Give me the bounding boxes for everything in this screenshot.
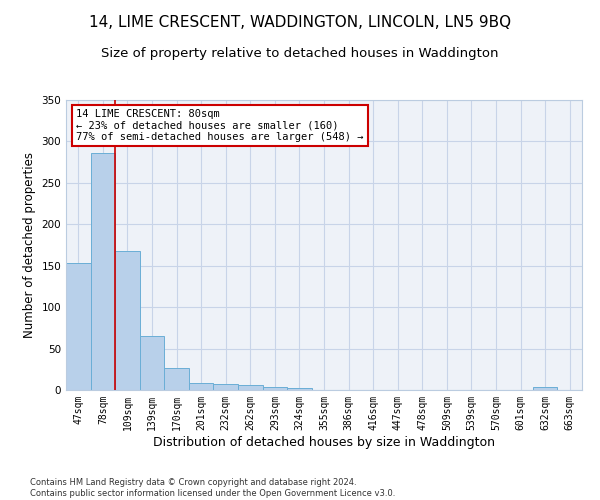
Bar (287, 388, 312, 390)
Text: Size of property relative to detached houses in Waddington: Size of property relative to detached ho… (101, 48, 499, 60)
Text: 14, LIME CRESCENT, WADDINGTON, LINCOLN, LN5 9BQ: 14, LIME CRESCENT, WADDINGTON, LINCOLN, … (89, 15, 511, 30)
Text: 14 LIME CRESCENT: 80sqm
← 23% of detached houses are smaller (160)
77% of semi-d: 14 LIME CRESCENT: 80sqm ← 23% of detache… (76, 108, 364, 142)
Y-axis label: Number of detached properties: Number of detached properties (23, 152, 36, 338)
Bar (164, 368, 189, 390)
X-axis label: Distribution of detached houses by size in Waddington: Distribution of detached houses by size … (153, 436, 495, 448)
Bar (238, 385, 263, 390)
Bar (533, 386, 557, 390)
Bar (140, 336, 164, 390)
Bar (91, 153, 115, 390)
Bar (214, 384, 238, 390)
Bar (66, 263, 91, 390)
Bar (189, 382, 214, 390)
Bar (115, 251, 140, 390)
Bar (263, 386, 287, 390)
Text: Contains HM Land Registry data © Crown copyright and database right 2024.
Contai: Contains HM Land Registry data © Crown c… (30, 478, 395, 498)
